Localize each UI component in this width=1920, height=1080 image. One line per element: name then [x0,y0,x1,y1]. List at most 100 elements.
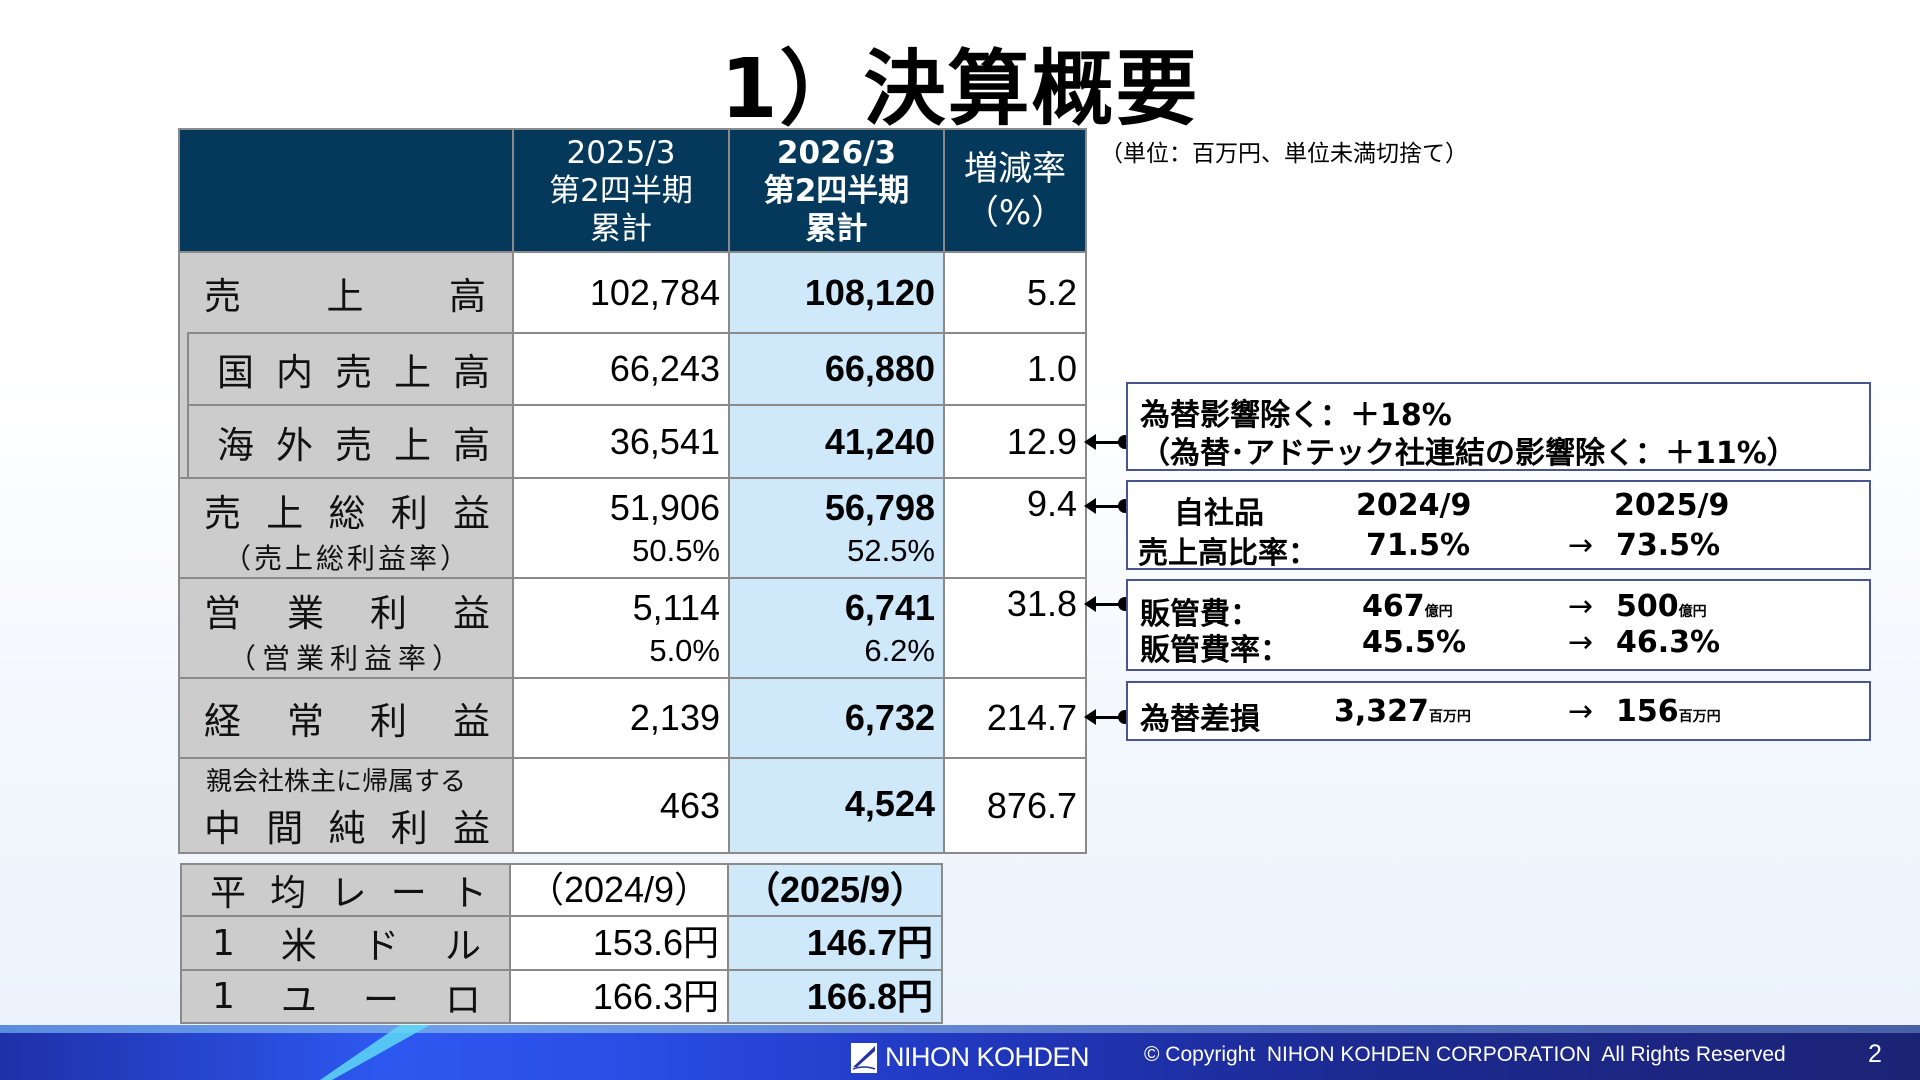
label-char: 利 [390,492,428,535]
copyright-text: © Copyright NIHON KOHDEN CORPORATION All… [1144,1043,1786,1066]
sales-ratio-prev: 71.5% [1366,528,1471,563]
label-char: ド [362,926,399,967]
label-char: 上 [326,274,364,318]
gross-profit-margin-label: （売上総利益率） [222,542,471,575]
rate-usd-prev: 153.6円 [509,915,729,971]
label-char: ル [444,926,481,967]
label-char: 売 [204,492,241,535]
gross-profit-curr-value: 56,798 [824,487,935,528]
overseas-sales-change: 12.9 [943,404,1087,479]
header-change-label: 増減率 [964,148,1066,189]
operating-profit-change: 31.8 [943,577,1087,679]
sga-label: 販管費： [1140,597,1260,632]
arrowhead-icon [1084,596,1096,612]
logo-text: NIHON KOHDEN [885,1042,1090,1072]
net-income-curr: 4,524 [728,757,945,854]
overseas-sales-prev: 36,541 [512,404,730,479]
row-label-ordinary-profit: 経 常 利 益 [178,677,514,759]
header-prev-period: 2025/3 第2四半期 累計 [512,128,730,253]
callout-fx-loss: 為替差損 3,327百万円 → 156百万円 [1126,681,1871,741]
sga-curr-unit: 億円 [1678,604,1707,620]
rate-label-usd: 1 米 ド ル [180,915,511,971]
right-arrow-icon: → [1568,528,1594,563]
sga-curr: 500 [1616,589,1679,624]
domestic-sales-prev: 66,243 [512,332,730,406]
header-curr-quarter: 第2四半期 [763,172,910,209]
sales-ratio-curr: 73.5% [1616,528,1721,563]
net-sales-change: 5.2 [943,251,1087,334]
connector-gross-profit [1084,498,1132,514]
own-products-curr-period: 2025/9 [1614,488,1730,523]
connector-overseas-sales [1084,434,1132,450]
label-char: 上 [394,351,431,394]
net-income-change: 876.7 [943,757,1087,854]
ordinary-profit-prev: 2,139 [512,677,730,759]
label-char: 高 [453,423,490,467]
gross-profit-change: 9.4 [943,477,1087,579]
fx-loss-prev-unit: 百万円 [1428,709,1471,725]
sales-ratio-label: 売上高比率： [1138,536,1318,571]
net-income-prev: 463 [512,757,730,854]
label-char: 純 [328,807,366,850]
header-change-rate: 増減率 （%） [943,128,1087,253]
rate-eur-curr: 166.8円 [727,969,943,1024]
label-char: ー [390,873,427,914]
label-char: 均 [270,873,307,914]
fx-loss-curr-unit: 百万円 [1678,709,1721,725]
rate-header-label: 平 均 レ ー ト [180,863,511,917]
arrowhead-icon [1084,434,1096,450]
label-char: 外 [276,423,313,467]
fx-impact-line1: 為替影響除く：＋18% [1140,398,1452,433]
operating-margin-prev: 5.0% [649,633,720,668]
label-char: 高 [449,274,486,318]
domestic-sales-curr: 66,880 [728,332,945,406]
unit-note: （単位：百万円、単位未満切捨て） [1100,141,1468,167]
right-arrow-icon: → [1568,589,1594,624]
own-products-label: 自社品 [1174,496,1264,531]
rate-usd-curr: 146.7円 [727,915,943,971]
fx-loss-curr: 156 [1616,694,1679,729]
connector-operating-profit [1084,596,1132,612]
operating-profit-change-value: 31.8 [1006,583,1077,624]
label-char: 中 [204,807,241,850]
row-label-gross-profit: 売 上 総 利 益 （売上総利益率） [178,477,514,579]
label-char: 海 [217,423,254,467]
rate-header-prev: （2024/9） [509,863,729,917]
operating-profit-prev: 5,114 5.0% [512,577,730,679]
operating-profit-prev-value: 5,114 [632,587,720,628]
gross-profit-prev-value: 51,906 [609,487,720,528]
rate-header-curr: （2025/9） [727,863,943,917]
label-char: 高 [453,351,490,394]
footer-bar [0,1025,1920,1080]
sga-ratio-label: 販管費率： [1140,633,1290,668]
operating-margin-curr: 6.2% [864,633,935,668]
label-char: 売 [335,423,372,467]
fx-loss-label: 為替差損 [1140,702,1260,737]
header-prev-year: 2025/3 [566,134,676,171]
gross-margin-prev: 50.5% [632,533,720,568]
fx-loss-prev: 3,327 [1334,694,1429,729]
light-streak-decoration [320,1025,430,1080]
label-char: 内 [276,351,313,394]
company-logo: NIHON KOHDEN [851,1042,1090,1073]
sga-ratio-curr: 46.3% [1616,625,1721,660]
footer-top-band [0,1025,1920,1033]
callout-own-products: 自社品 2024/9 2025/9 売上高比率： 71.5% → 73.5% [1126,480,1871,571]
label-char: 常 [287,700,324,743]
rate-label-eur: 1 ユ ー ロ [180,969,511,1024]
connector-ordinary-profit [1084,709,1132,725]
label-char: 国 [217,351,254,394]
overseas-sales-curr: 41,240 [728,404,945,479]
label-char: ロ [444,979,481,1021]
header-curr-period: 2026/3 第2四半期 累計 [728,128,945,253]
sga-ratio-prev: 45.5% [1362,625,1467,660]
operating-profit-curr-value: 6,741 [844,587,935,628]
label-char: 利 [390,807,428,850]
label-char: 業 [287,592,324,635]
label-char: 売 [335,351,372,394]
label-char: 平 [210,873,247,914]
label-char: 間 [266,807,304,850]
header-curr-year: 2026/3 [776,134,897,171]
header-prev-cumulative: 累計 [590,210,652,247]
row-label-net-sales: 売 上 高 [178,251,514,334]
